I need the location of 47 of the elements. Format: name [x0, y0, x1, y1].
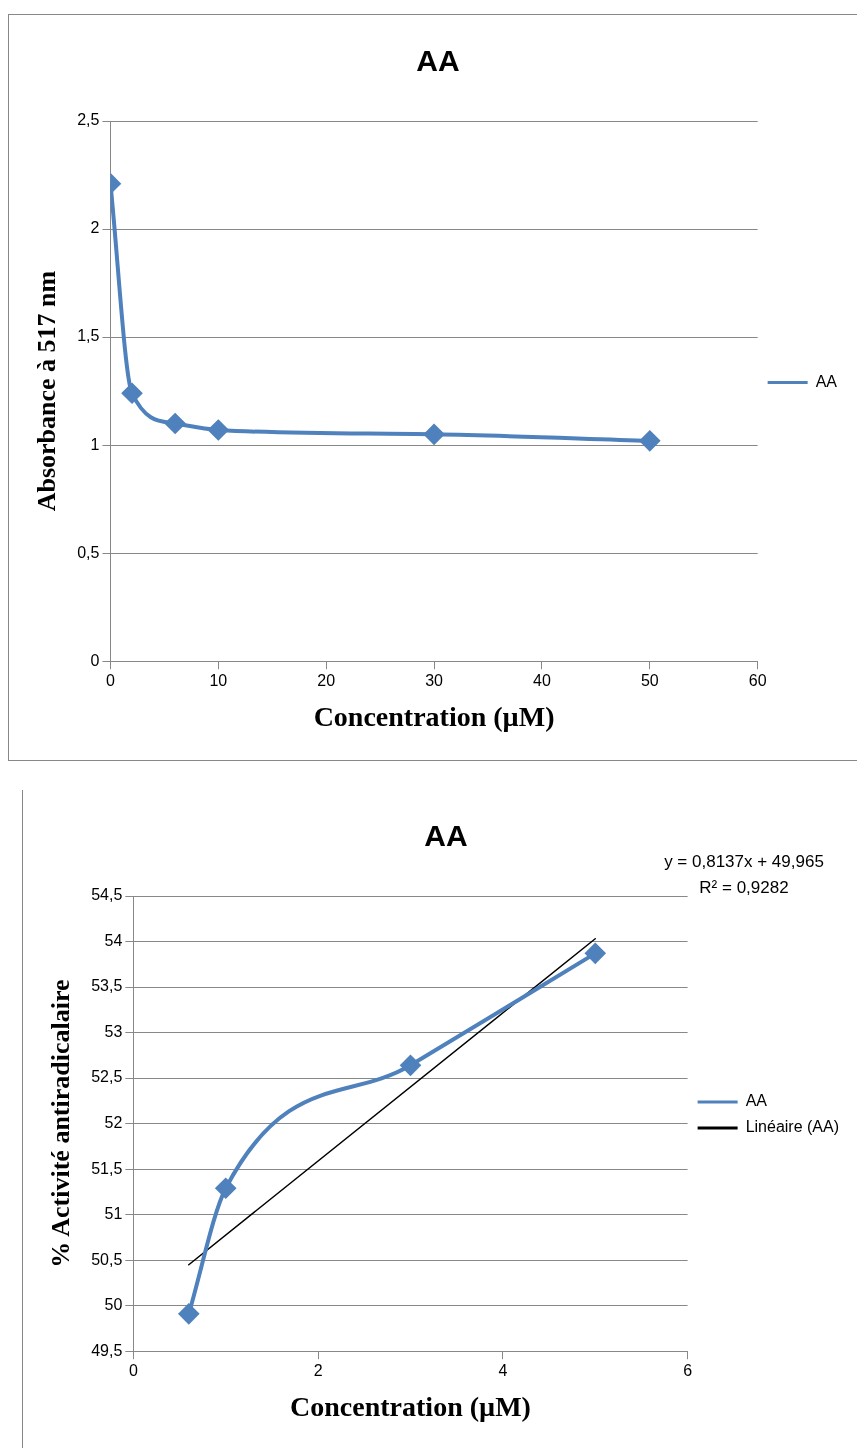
y-tick-label: 52,5 [91, 1068, 123, 1086]
y-tick-label: 0 [90, 651, 100, 669]
y-tick-label: 51,5 [91, 1159, 123, 1177]
chart-title: AA [424, 819, 468, 853]
y-tick-label: 0,5 [77, 543, 100, 561]
y-tick-label: 54,5 [91, 886, 123, 904]
x-axis-title: Concentration (µM) [313, 701, 555, 733]
x-tick-label: 40 [533, 672, 551, 690]
point [208, 419, 229, 440]
point [639, 430, 660, 451]
point [215, 1178, 236, 1199]
x-tick-label: 30 [425, 672, 444, 690]
y-tick-label: 54 [104, 931, 123, 949]
y-tick-label: 52 [104, 1114, 123, 1132]
y-tick-label: 2,5 [77, 111, 100, 129]
x-tick-label: 6 [683, 1362, 693, 1380]
x-tick-label: 60 [748, 672, 767, 690]
y-tick-label: 1 [90, 435, 100, 453]
legend-label: AA [815, 372, 838, 390]
text: y = 0,8137x + 49,965 [664, 851, 824, 871]
x-axis-title: Concentration (µM) [290, 1391, 531, 1423]
x-tick-label: 50 [640, 672, 659, 690]
text: R² = 0,9282 [699, 877, 789, 897]
y-axis-title: % Activité antiradicalaire [46, 979, 76, 1268]
chart-title: AA [416, 44, 460, 78]
y-tick-label: 2 [90, 219, 100, 237]
point [585, 943, 606, 964]
y-tick-label: 50,5 [91, 1250, 123, 1268]
point [178, 1303, 199, 1324]
legend-label: AA [745, 1092, 768, 1110]
point [165, 413, 186, 434]
point [122, 383, 143, 404]
x-tick-label: 20 [317, 672, 336, 690]
y-tick-label: 1,5 [77, 327, 100, 345]
y-tick-label: 51 [104, 1205, 123, 1223]
x-tick-label: 2 [313, 1362, 323, 1380]
point [424, 424, 445, 445]
x-tick-label: 10 [209, 672, 228, 690]
y-tick-label: 50 [104, 1296, 123, 1314]
legend-label: Linéaire (AA) [745, 1118, 839, 1136]
y-axis-title: Absorbance à 517 nm [32, 270, 62, 512]
y-tick-label: 53,5 [91, 977, 123, 995]
x-tick-label: 4 [498, 1362, 508, 1380]
y-tick-label: 53 [104, 1022, 123, 1040]
point [400, 1055, 421, 1076]
y-tick-label: 49,5 [91, 1341, 123, 1359]
x-tick-label: 0 [128, 1362, 138, 1380]
